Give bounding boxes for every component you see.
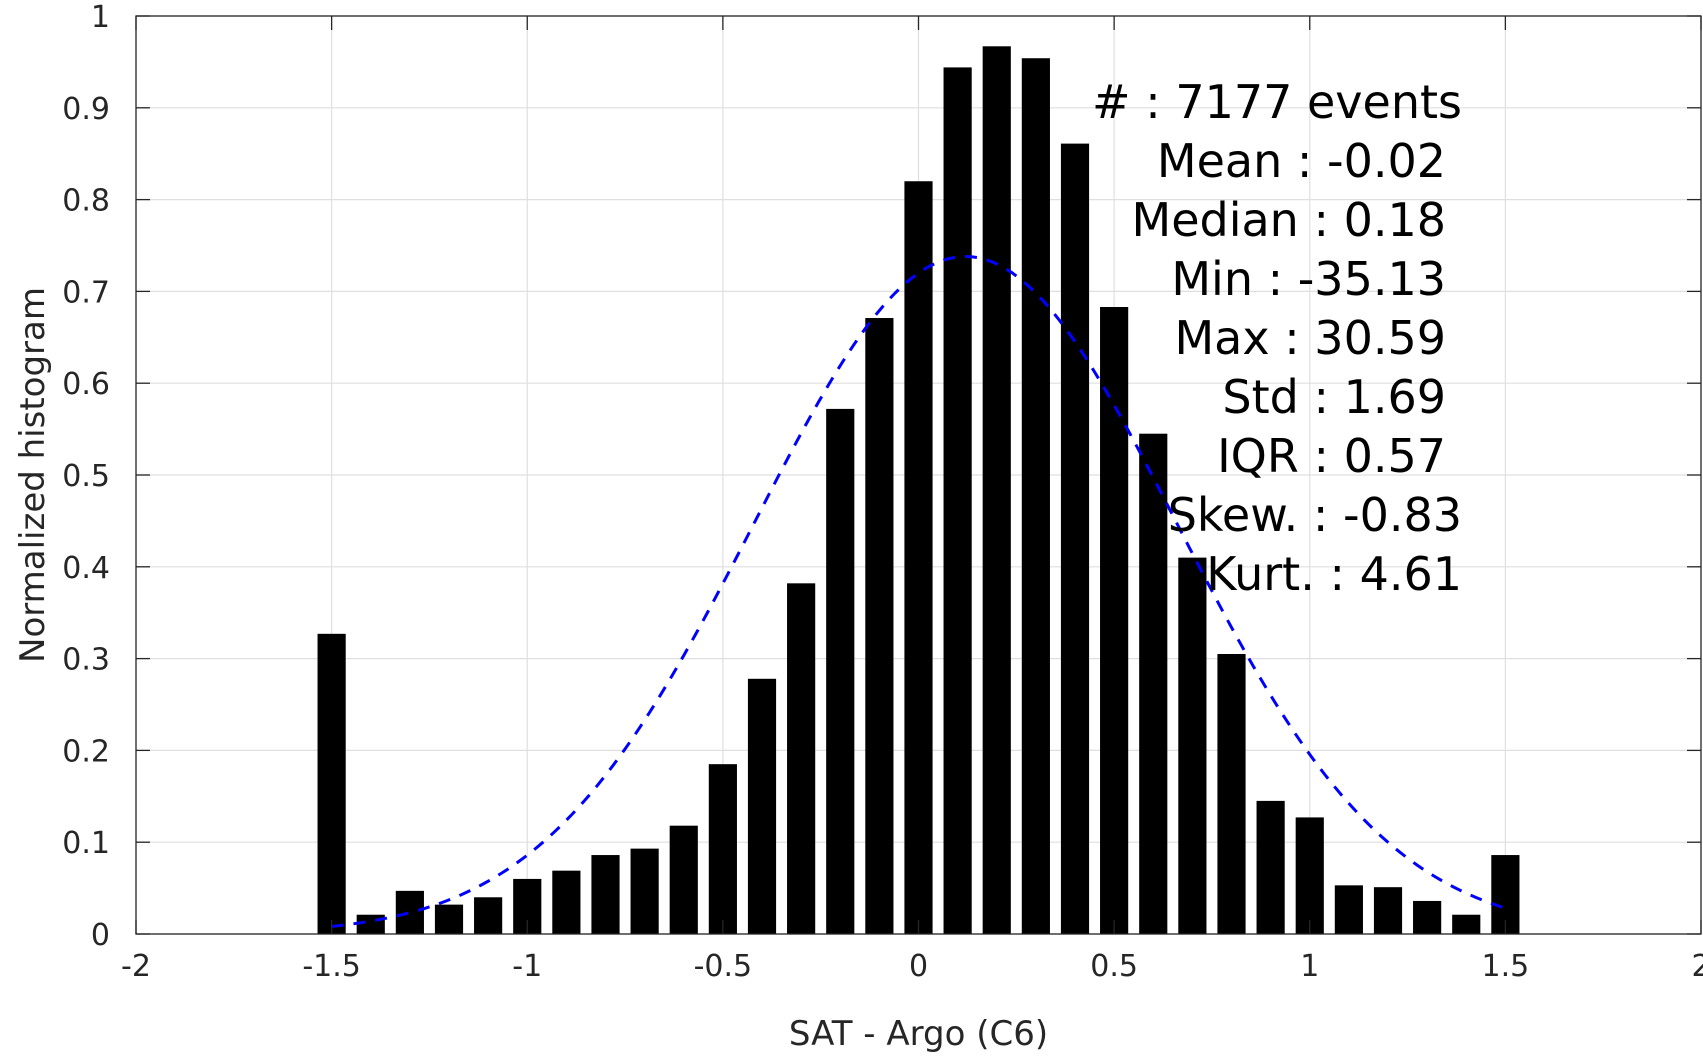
x-tick-label: -1.5 <box>302 949 361 984</box>
histogram-bar <box>982 46 1011 934</box>
histogram-bar <box>1452 914 1481 934</box>
x-tick-label: 2 <box>1691 949 1703 984</box>
histogram-bar <box>434 904 464 934</box>
histogram-bar <box>1060 143 1090 935</box>
histogram-bar <box>1178 557 1207 934</box>
y-tick-label: 0.3 <box>62 643 110 678</box>
x-tick-label: 1 <box>1300 949 1319 984</box>
histogram-bar <box>787 583 816 934</box>
x-axis-label: SAT - Argo (C6) <box>789 1014 1048 1054</box>
histogram-bar <box>474 897 503 934</box>
x-tick-label: 0 <box>909 949 928 984</box>
tick-labels: -2 -1.5 -1 -0.5 0 0.5 1 1.5 2 0 0.1 0.2 0.3 0.4 0.5 0.6… <box>62 0 1703 984</box>
histogram-bar <box>317 633 346 934</box>
y-tick-label: 0.2 <box>62 734 110 769</box>
y-axis-label: Normalized histogram <box>13 287 53 663</box>
y-tick-label: 0.1 <box>62 826 110 861</box>
histogram-bar <box>1100 307 1129 935</box>
histogram-bar <box>1021 58 1050 934</box>
stat-line: Skew. : -0.83 <box>1168 488 1462 542</box>
x-tick-label: -2 <box>121 949 151 984</box>
stat-line: Mean : -0.02 <box>1157 134 1446 188</box>
histogram-bar <box>395 890 424 934</box>
histogram-bar <box>865 318 894 935</box>
x-tick-label: 1.5 <box>1482 949 1530 984</box>
x-tick-label: -1 <box>512 949 542 984</box>
stat-line: Max : 30.59 <box>1174 311 1446 365</box>
y-tick-label: 0 <box>91 918 110 953</box>
y-tick-label: 0.8 <box>62 184 110 219</box>
x-tick-label: -0.5 <box>694 949 753 984</box>
histogram-bar <box>1139 433 1168 934</box>
histogram-bar <box>1413 900 1442 934</box>
stat-line: # : 7177 events <box>1092 75 1462 129</box>
gaussian-fit-curve <box>331 255 1506 928</box>
histogram-bars <box>317 46 1520 935</box>
histogram-bar <box>1334 885 1363 934</box>
y-tick-label: 0.6 <box>62 367 110 402</box>
histogram-bar <box>356 914 385 934</box>
histogram-bar <box>1295 817 1324 934</box>
histogram-bar <box>904 181 933 935</box>
histogram-bar <box>1373 887 1403 934</box>
x-tick-label: 0.5 <box>1090 949 1138 984</box>
histogram-bar <box>708 764 737 934</box>
stat-line: IQR : 0.57 <box>1217 429 1446 483</box>
y-tick-label: 1 <box>91 0 110 35</box>
histogram-bar <box>591 855 620 934</box>
histogram-bar <box>552 870 581 934</box>
y-tick-label: 0.5 <box>62 459 110 494</box>
y-tick-label: 0.7 <box>62 275 110 310</box>
stat-line: Std : 1.69 <box>1222 370 1446 424</box>
y-tick-label: 0.4 <box>62 551 110 586</box>
histogram-bar <box>1256 800 1285 934</box>
histogram-bar <box>1217 654 1246 934</box>
stat-line: Kurt. : 4.61 <box>1206 547 1462 601</box>
y-tick-label: 0.9 <box>62 92 110 127</box>
histogram-bar <box>630 848 659 934</box>
stat-line: Min : -35.13 <box>1171 252 1446 306</box>
stat-line: Median : 0.18 <box>1132 193 1446 247</box>
histogram-bar <box>826 408 855 934</box>
histogram-bar <box>943 67 972 934</box>
histogram-bar <box>669 825 698 934</box>
axis-ticks <box>135 15 1702 935</box>
histogram-bar <box>747 678 777 934</box>
